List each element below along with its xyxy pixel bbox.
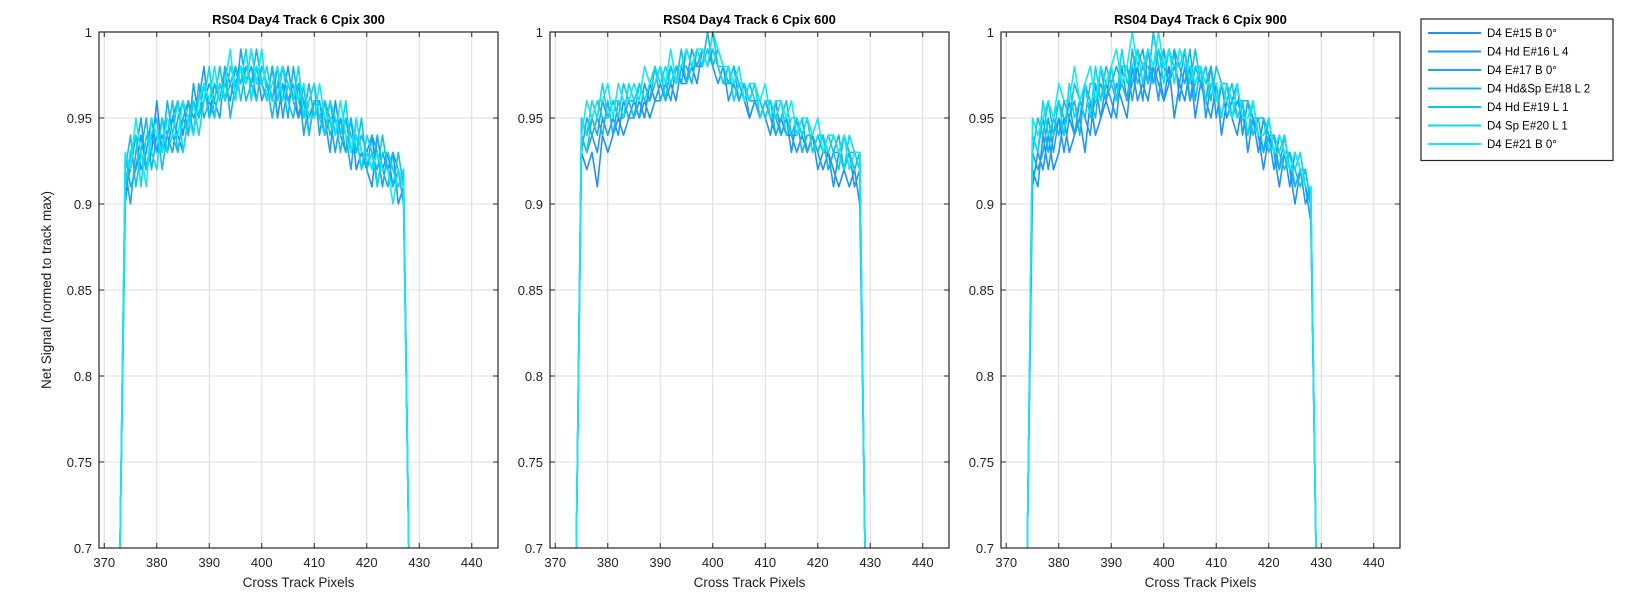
y-tick-label: 0.85 [67,283,92,298]
x-tick-label: 430 [859,555,881,570]
x-tick-label: 380 [1048,555,1070,570]
x-tick-label: 420 [807,555,829,570]
y-tick-label: 0.75 [969,455,994,470]
x-tick-label: 400 [702,555,724,570]
subplot-3: 370 380 390 400 410 420 430 440 0.7 0.75 0.8 0.85 0.… [969,12,1401,590]
y-tick-label: 0.75 [67,455,92,470]
series-group [575,31,866,548]
y-tick-label: 0.9 [976,197,994,212]
y-tick-label: 0.95 [67,111,92,126]
y-tick-label: 0.9 [74,197,92,212]
x-tick-label: 420 [356,555,378,570]
y-tick-label: 1 [85,25,92,40]
x-tick-label: 430 [1310,555,1332,570]
series-group [1026,31,1317,548]
series-line [575,31,866,548]
y-tick-label: 0.8 [525,369,543,384]
series-line [119,48,410,548]
legend-label: D4 Sp E#20 L 1 [1487,121,1568,133]
y-tick-label: 1 [536,25,543,40]
x-tick-label: 410 [303,555,325,570]
y-tick-label: 0.8 [976,369,994,384]
legend-label: D4 Hd E#16 L 4 [1487,47,1569,59]
y-tick-label: 0.9 [525,197,543,212]
x-tick-label: 400 [1153,555,1175,570]
legend-label: D4 E#17 B 0° [1487,65,1557,77]
subplot-1: 370 380 390 400 410 420 430 440 0.7 0.75 0.8 0.85 0.… [39,12,499,590]
x-tick-label: 430 [408,555,430,570]
x-tick-label: 370 [93,555,115,570]
subplot-title: RS04 Day4 Track 6 Cpix 300 [212,12,385,27]
y-tick-label: 0.85 [969,283,994,298]
series-line [1026,31,1317,548]
x-tick-label: 380 [597,555,619,570]
x-tick-label: 380 [146,555,168,570]
x-tick-label: 390 [1100,555,1122,570]
y-tick-label: 0.95 [518,111,543,126]
y-axis-label: Net Signal (normed to track max) [39,191,54,389]
series-line [1026,48,1317,548]
x-tick-label: 370 [544,555,566,570]
x-tick-label: 440 [461,555,483,570]
y-tick-label: 0.8 [74,369,92,384]
subplot-title: RS04 Day4 Track 6 Cpix 600 [663,12,836,27]
x-tick-label: 400 [251,555,273,570]
x-tick-label: 390 [198,555,220,570]
x-tick-label: 390 [649,555,671,570]
legend-label: D4 E#15 B 0° [1487,28,1557,40]
y-tick-label: 0.7 [976,541,994,556]
x-tick-label: 440 [1363,555,1385,570]
x-tick-label: 370 [995,555,1017,570]
legend-label: D4 E#21 B 0° [1487,139,1557,151]
y-tick-label: 0.75 [518,455,543,470]
x-tick-label: 440 [912,555,934,570]
series-group [119,48,410,548]
y-tick-label: 0.7 [525,541,543,556]
legend-label: D4 Hd E#19 L 1 [1487,102,1568,114]
x-tick-label: 410 [1205,555,1227,570]
y-tick-label: 1 [987,25,994,40]
x-axis-label: Cross Track Pixels [694,575,806,590]
legend-label: D4 Hd&Sp E#18 L 2 [1487,84,1590,96]
x-axis-label: Cross Track Pixels [243,575,355,590]
x-tick-label: 410 [754,555,776,570]
legend: D4 E#15 B 0° D4 Hd E#16 L 4 D4 E#17 B 0° D4… [1420,18,1614,162]
x-axis-label: Cross Track Pixels [1145,575,1257,590]
series-line [119,48,410,548]
subplot-2: 370 380 390 400 410 420 430 440 0.7 0.75 0.8 0.85 0.… [518,12,950,590]
x-tick-label: 420 [1258,555,1280,570]
y-tick-label: 0.85 [518,283,543,298]
y-tick-label: 0.7 [74,541,92,556]
subplot-title: RS04 Day4 Track 6 Cpix 900 [1114,12,1287,27]
legend-box [1420,18,1614,162]
y-tick-label: 0.95 [969,111,994,126]
series-line [575,48,866,548]
